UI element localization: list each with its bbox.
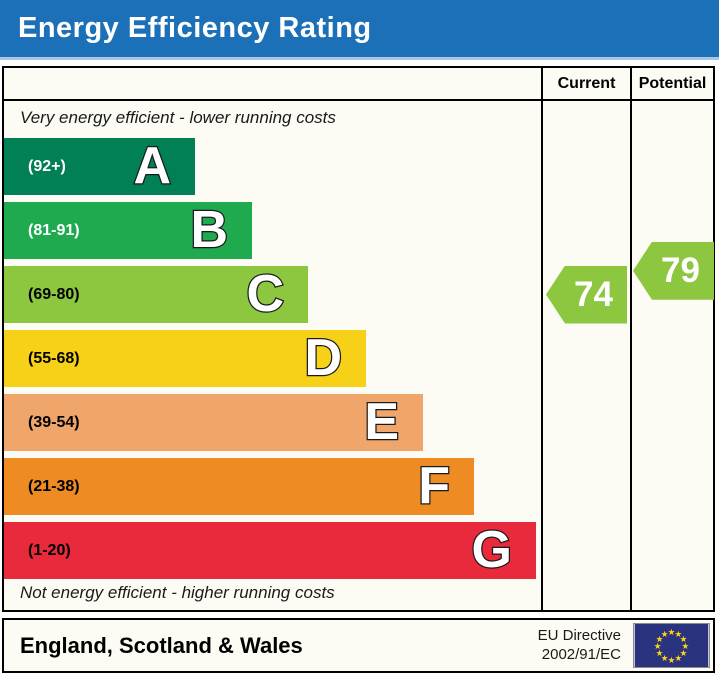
band-letter: G [470, 520, 513, 580]
band-range-label: (55-68) [28, 349, 80, 367]
eu-directive-label: EU Directive 2002/91/EC [538, 626, 621, 664]
column-divider [630, 68, 632, 610]
current-rating-arrow: 74 [546, 265, 627, 324]
footer-bar: England, Scotland & Wales EU Directive 2… [2, 618, 715, 673]
svg-text:★: ★ [680, 648, 688, 658]
svg-text:★: ★ [661, 653, 669, 663]
band-letter: C [245, 264, 285, 324]
svg-text:★: ★ [654, 641, 662, 651]
band-letter: E [363, 392, 400, 452]
band-F: (21-38) F [4, 456, 474, 516]
band-letter: A [132, 136, 172, 196]
current-rating-value: 74 [574, 274, 613, 314]
title-bar: Energy Efficiency Rating [0, 0, 719, 60]
band-range-label: (21-38) [28, 477, 80, 495]
eu-flag-icon: ★ ★★★★★★★★★★★ [633, 623, 710, 668]
svg-text:★: ★ [661, 629, 669, 639]
potential-rating-arrow: 79 [633, 241, 714, 300]
current-column-header: Current [557, 74, 616, 92]
band-range-label: (39-54) [28, 413, 80, 431]
band-E: (39-54) E [4, 392, 423, 452]
band-range-label: (81-91) [28, 221, 80, 239]
band-letter: D [303, 328, 343, 388]
region-label: England, Scotland & Wales [20, 632, 303, 658]
band-G: (1-20) G [4, 520, 536, 580]
top-note: Very energy efficient - lower running co… [20, 108, 336, 127]
band-B: (81-91) B [4, 200, 252, 260]
bottom-note: Not energy efficient - higher running co… [20, 583, 335, 602]
svg-text:★: ★ [675, 629, 683, 639]
svg-text:★: ★ [668, 655, 676, 665]
eu-directive-line2: 2002/91/EC [541, 646, 621, 663]
band-range-label: (1-20) [28, 541, 71, 559]
column-divider [541, 68, 543, 610]
band-letter: F [417, 456, 451, 516]
svg-text:★: ★ [675, 653, 683, 663]
band-D: (55-68) D [4, 328, 366, 388]
svg-text:★: ★ [656, 648, 664, 658]
svg-text:★: ★ [680, 634, 688, 644]
band-range-label: (69-80) [28, 285, 80, 303]
band-letter: B [189, 200, 229, 260]
band-C: (69-80) C [4, 264, 308, 324]
svg-text:★: ★ [681, 641, 689, 651]
page-title: Energy Efficiency Rating [18, 12, 372, 44]
eu-directive-line1: EU Directive [537, 627, 621, 644]
svg-text:★: ★ [668, 627, 676, 637]
rating-table: Current Potential Very energy efficient … [2, 66, 715, 612]
band-range-label: (92+) [28, 157, 66, 175]
svg-text:★: ★ [656, 634, 664, 644]
potential-rating-value: 79 [661, 250, 700, 290]
table-header-row [4, 68, 713, 101]
band-A: (92+) A [4, 136, 195, 196]
potential-column-header: Potential [638, 74, 707, 92]
